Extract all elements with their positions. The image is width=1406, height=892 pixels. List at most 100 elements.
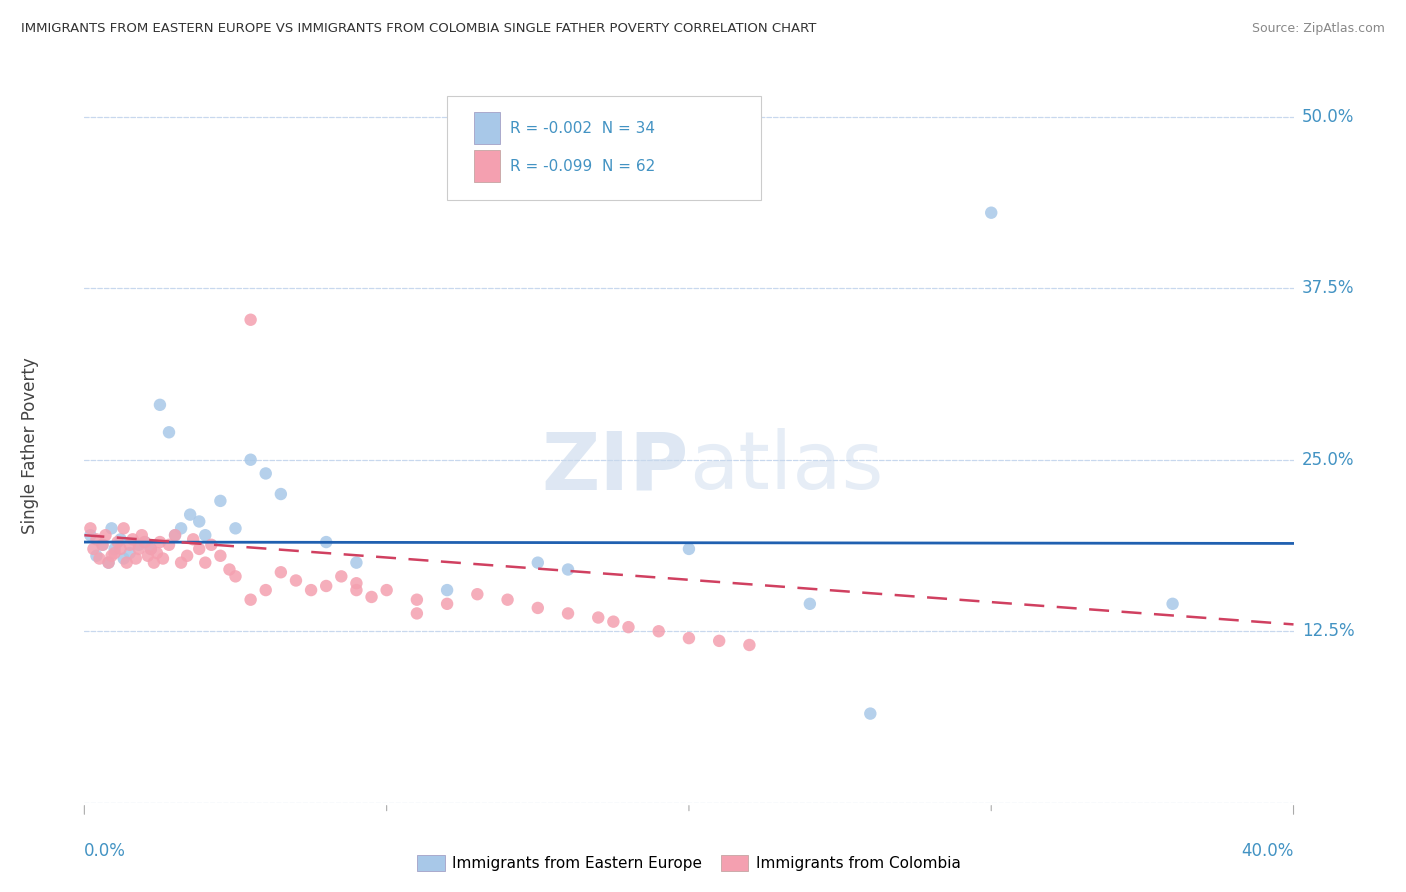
Point (91, 538, 114, 552)
Point (179, 508, 201, 522)
Point (97, 556, 120, 570)
Point (270, 487, 292, 501)
Point (254, 583, 277, 598)
Point (128, 538, 150, 552)
Point (980, 205, 1002, 219)
Point (194, 556, 217, 570)
Point (94, 528, 117, 542)
Point (406, 607, 429, 621)
Point (617, 620, 640, 634)
Point (107, 535, 129, 549)
Point (170, 556, 193, 570)
Point (134, 535, 156, 549)
Point (100, 521, 122, 535)
Point (194, 528, 217, 542)
Point (678, 541, 700, 556)
Point (346, 576, 368, 591)
Point (112, 551, 135, 566)
Point (200, 538, 222, 552)
Text: Single Father Poverty: Single Father Poverty (21, 358, 39, 534)
Point (134, 535, 156, 549)
Point (299, 583, 322, 598)
Point (315, 579, 337, 593)
Point (270, 566, 292, 580)
Point (100, 549, 122, 563)
Point (149, 535, 172, 549)
Point (104, 546, 127, 560)
Point (136, 549, 159, 563)
Point (709, 633, 731, 648)
Text: ZIP: ZIP (541, 428, 689, 507)
Point (346, 556, 368, 570)
Point (188, 515, 211, 529)
Bar (474, 112, 501, 145)
Point (118, 546, 141, 560)
Point (79, 521, 101, 535)
Point (1161, 597, 1184, 611)
Point (346, 583, 368, 598)
Point (170, 521, 193, 535)
Point (128, 541, 150, 556)
Point (131, 528, 153, 542)
Point (110, 533, 132, 547)
Point (86, 549, 108, 563)
Point (209, 494, 232, 508)
Text: R = -0.099  N = 62: R = -0.099 N = 62 (510, 159, 655, 174)
Point (152, 551, 174, 566)
Point (157, 425, 180, 440)
Point (526, 556, 548, 570)
Point (115, 556, 138, 570)
Point (149, 398, 172, 412)
Point (86, 533, 108, 547)
Legend: Immigrants from Eastern Europe, Immigrants from Colombia: Immigrants from Eastern Europe, Immigran… (411, 849, 967, 877)
Point (139, 541, 162, 556)
Point (91, 538, 114, 552)
Point (315, 535, 337, 549)
Text: atlas: atlas (689, 428, 883, 507)
Point (82, 541, 104, 556)
Point (163, 528, 186, 542)
Text: IMMIGRANTS FROM EASTERN EUROPE VS IMMIGRANTS FROM COLOMBIA SINGLE FATHER POVERTY: IMMIGRANTS FROM EASTERN EUROPE VS IMMIGR… (21, 22, 817, 36)
Point (146, 546, 169, 560)
Point (118, 538, 141, 552)
Point (181, 533, 204, 547)
Point (225, 521, 247, 535)
Point (467, 587, 489, 601)
Point (678, 631, 700, 645)
Point (239, 312, 262, 326)
Point (209, 549, 232, 563)
Point (526, 601, 548, 615)
Point (496, 592, 519, 607)
Point (557, 607, 579, 621)
Text: 40.0%: 40.0% (1241, 842, 1294, 860)
Point (142, 556, 165, 570)
Point (738, 638, 761, 652)
Point (157, 538, 180, 552)
Text: 25.0%: 25.0% (1302, 450, 1354, 468)
Point (360, 590, 382, 604)
Point (588, 610, 610, 624)
Point (104, 541, 127, 556)
Point (218, 562, 240, 576)
Point (859, 706, 882, 721)
FancyBboxPatch shape (447, 96, 762, 200)
Point (110, 541, 132, 556)
Point (176, 549, 198, 563)
Point (97, 556, 120, 570)
Point (436, 597, 458, 611)
Point (436, 583, 458, 598)
Point (139, 541, 162, 556)
Bar (474, 150, 501, 182)
Point (799, 597, 821, 611)
Point (406, 592, 429, 607)
Point (121, 533, 143, 547)
Point (79, 528, 101, 542)
Point (330, 569, 353, 583)
Point (112, 521, 135, 535)
Point (125, 551, 148, 566)
Point (239, 592, 262, 607)
Text: 37.5%: 37.5% (1302, 279, 1354, 297)
Point (647, 624, 671, 639)
Text: 12.5%: 12.5% (1302, 623, 1354, 640)
Point (89, 551, 111, 566)
